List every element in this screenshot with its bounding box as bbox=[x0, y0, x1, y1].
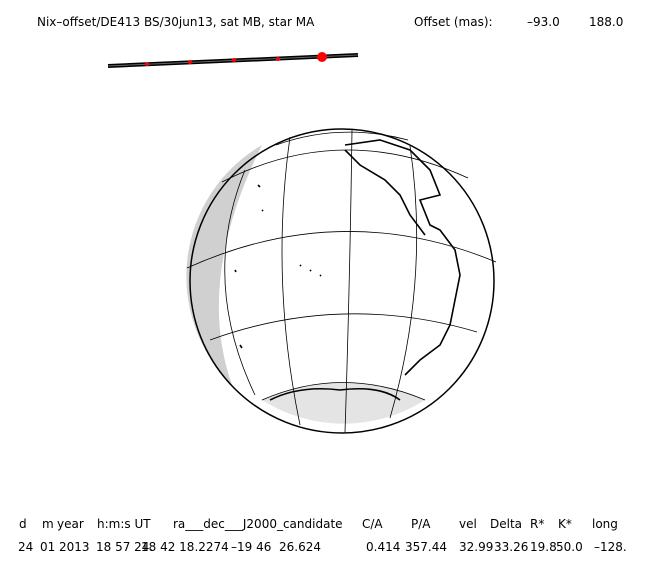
cell: 18 57 24. bbox=[96, 540, 153, 554]
globe bbox=[186, 128, 497, 434]
column-header: C/A bbox=[362, 517, 383, 531]
cell: 19.8 bbox=[530, 540, 557, 554]
column-header: R* bbox=[530, 517, 544, 531]
column-header: ra___dec___J2000_candidate bbox=[173, 517, 343, 531]
cell: 50.0 bbox=[556, 540, 583, 554]
column-header: vel bbox=[459, 517, 477, 531]
title: Nix–offset/DE413 BS/30jun13, sat MB, sta… bbox=[37, 15, 315, 29]
column-header: d bbox=[19, 517, 27, 531]
column-header: Delta bbox=[490, 517, 522, 531]
column-header: h:m:s UT bbox=[97, 517, 151, 531]
cell: 18 42 18.2274 bbox=[141, 540, 229, 554]
offset-value: –93.0 bbox=[527, 15, 560, 29]
results-table: d m year h:m:s UT ra___dec___J2000_candi… bbox=[18, 517, 627, 554]
column-header: P/A bbox=[411, 517, 431, 531]
track bbox=[107, 52, 359, 68]
cell: 0.414 bbox=[366, 540, 400, 554]
column-header: K* bbox=[558, 517, 572, 531]
cell: 357.44 bbox=[405, 540, 447, 554]
column-header: year bbox=[57, 517, 84, 531]
cell: 32.99 bbox=[459, 540, 493, 554]
cell: –128. bbox=[594, 540, 627, 554]
offset-label: Offset (mas): bbox=[414, 15, 493, 29]
column-header: long bbox=[592, 517, 618, 531]
cell: –19 46 26.624 bbox=[231, 540, 321, 554]
cell: 24 bbox=[18, 540, 33, 554]
offset-value: 188.0 bbox=[589, 15, 623, 29]
cell: 33.26 bbox=[494, 540, 528, 554]
column-header: m bbox=[42, 517, 54, 531]
cell: 01 bbox=[40, 540, 55, 554]
cell: 2013 bbox=[59, 540, 90, 554]
